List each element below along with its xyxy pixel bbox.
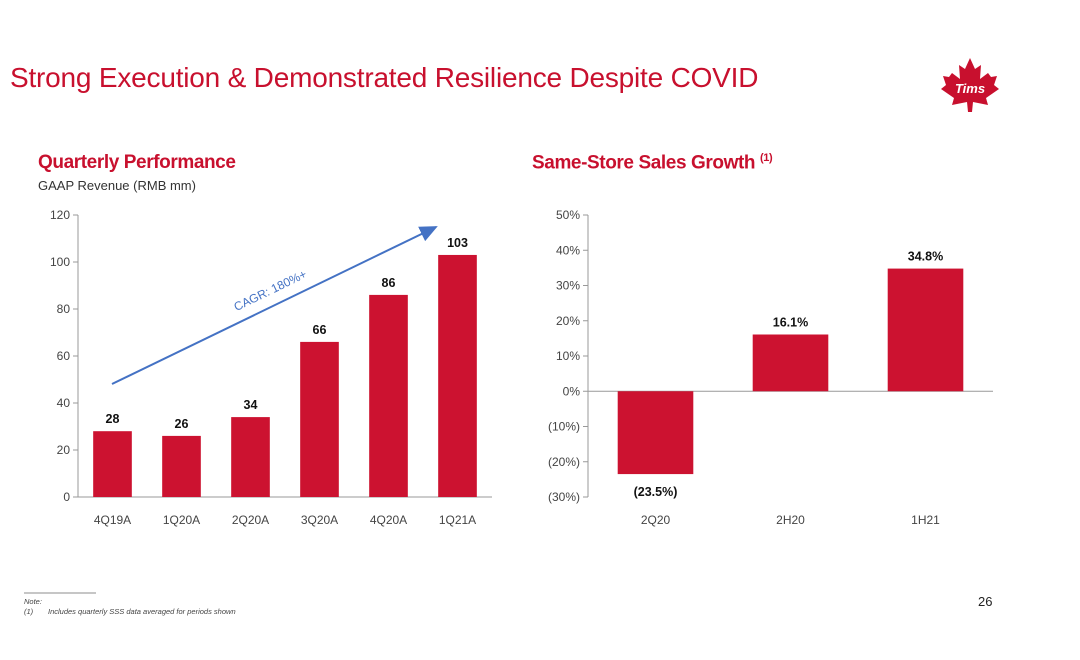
revenue-bar-2q20a — [231, 417, 270, 497]
revenue-x-tick-label: 4Q19A — [94, 513, 131, 527]
revenue-bar-4q20a — [369, 294, 408, 497]
quarterly-revenue-chart: 0 20 40 60 80 100 120 28 4Q19A 26 1Q20A 34 2Q20A 66 3Q… — [50, 208, 492, 527]
revenue-data-label: 86 — [382, 276, 396, 290]
slide-title: Strong Execution & Demonstrated Resilien… — [10, 62, 759, 93]
sss-data-label: (23.5%) — [634, 485, 678, 499]
revenue-y-tick-label: 20 — [57, 443, 71, 457]
sss-y-tick-label: (20%) — [548, 455, 580, 469]
sss-bar-2h20 — [752, 334, 829, 392]
same-store-sales-chart: (30%) (20%) (10%) 0% 10% 20% 30% 40% 50% (23.5%) 2… — [548, 208, 993, 527]
sss-y-tick-label: 0% — [563, 384, 581, 398]
sss-y-tick-label: (10%) — [548, 420, 580, 434]
revenue-data-label: 34 — [244, 398, 258, 412]
revenue-bar-3q20a — [300, 341, 339, 497]
revenue-y-tick-label: 60 — [57, 349, 71, 363]
revenue-data-label: 26 — [175, 417, 189, 431]
page-number: 26 — [978, 594, 993, 609]
right-chart-title: Same-Store Sales Growth (1) — [532, 152, 773, 174]
sss-data-label: 34.8% — [908, 250, 943, 264]
revenue-data-label: 103 — [447, 236, 468, 250]
sss-bar-2q20 — [617, 391, 694, 475]
sss-y-tick-label: 40% — [556, 243, 580, 257]
sss-x-tick-label: 2H20 — [776, 513, 805, 527]
left-chart-title: Quarterly Performance — [38, 152, 236, 173]
note-label: Note: — [24, 597, 42, 606]
right-chart-title-text: Same-Store Sales Growth — [532, 152, 756, 174]
revenue-bar-4q19a — [93, 431, 132, 497]
revenue-y-tick-label: 120 — [50, 208, 70, 222]
revenue-y-tick-label: 100 — [50, 255, 70, 269]
right-chart-footnote-marker: (1) — [760, 152, 773, 164]
left-chart-subtitle: GAAP Revenue (RMB mm) — [38, 178, 196, 193]
revenue-data-label: 28 — [106, 412, 120, 426]
revenue-y-tick-label: 0 — [63, 490, 70, 504]
revenue-bar-1q20a — [162, 435, 201, 497]
sss-data-label: 16.1% — [773, 315, 808, 329]
revenue-x-tick-label: 1Q20A — [163, 513, 200, 527]
sss-y-tick-label: 20% — [556, 314, 580, 328]
revenue-bar-1q21a — [438, 254, 477, 497]
sss-y-tick-label: (30%) — [548, 490, 580, 504]
note-text: Includes quarterly SSS data averaged for… — [48, 607, 236, 616]
logo-wordmark: Tims — [955, 81, 985, 96]
revenue-x-tick-label: 3Q20A — [301, 513, 338, 527]
sss-y-tick-label: 30% — [556, 279, 580, 293]
revenue-x-tick-label: 4Q20A — [370, 513, 407, 527]
sss-x-tick-label: 2Q20 — [641, 513, 671, 527]
sss-y-tick-label: 50% — [556, 208, 580, 222]
tims-maple-leaf-logo: Tims — [941, 58, 999, 112]
revenue-data-label: 66 — [313, 323, 327, 337]
footnote-divider — [24, 592, 96, 594]
sss-x-tick-label: 1H21 — [911, 513, 940, 527]
note-marker: (1) — [24, 607, 34, 616]
revenue-y-tick-label: 80 — [57, 302, 71, 316]
sss-bar-1h21 — [887, 268, 964, 392]
cagr-arrow — [111, 226, 438, 385]
revenue-x-tick-label: 1Q21A — [439, 513, 476, 527]
revenue-y-tick-label: 40 — [57, 396, 71, 410]
revenue-x-tick-label: 2Q20A — [232, 513, 269, 527]
sss-y-tick-label: 10% — [556, 349, 580, 363]
